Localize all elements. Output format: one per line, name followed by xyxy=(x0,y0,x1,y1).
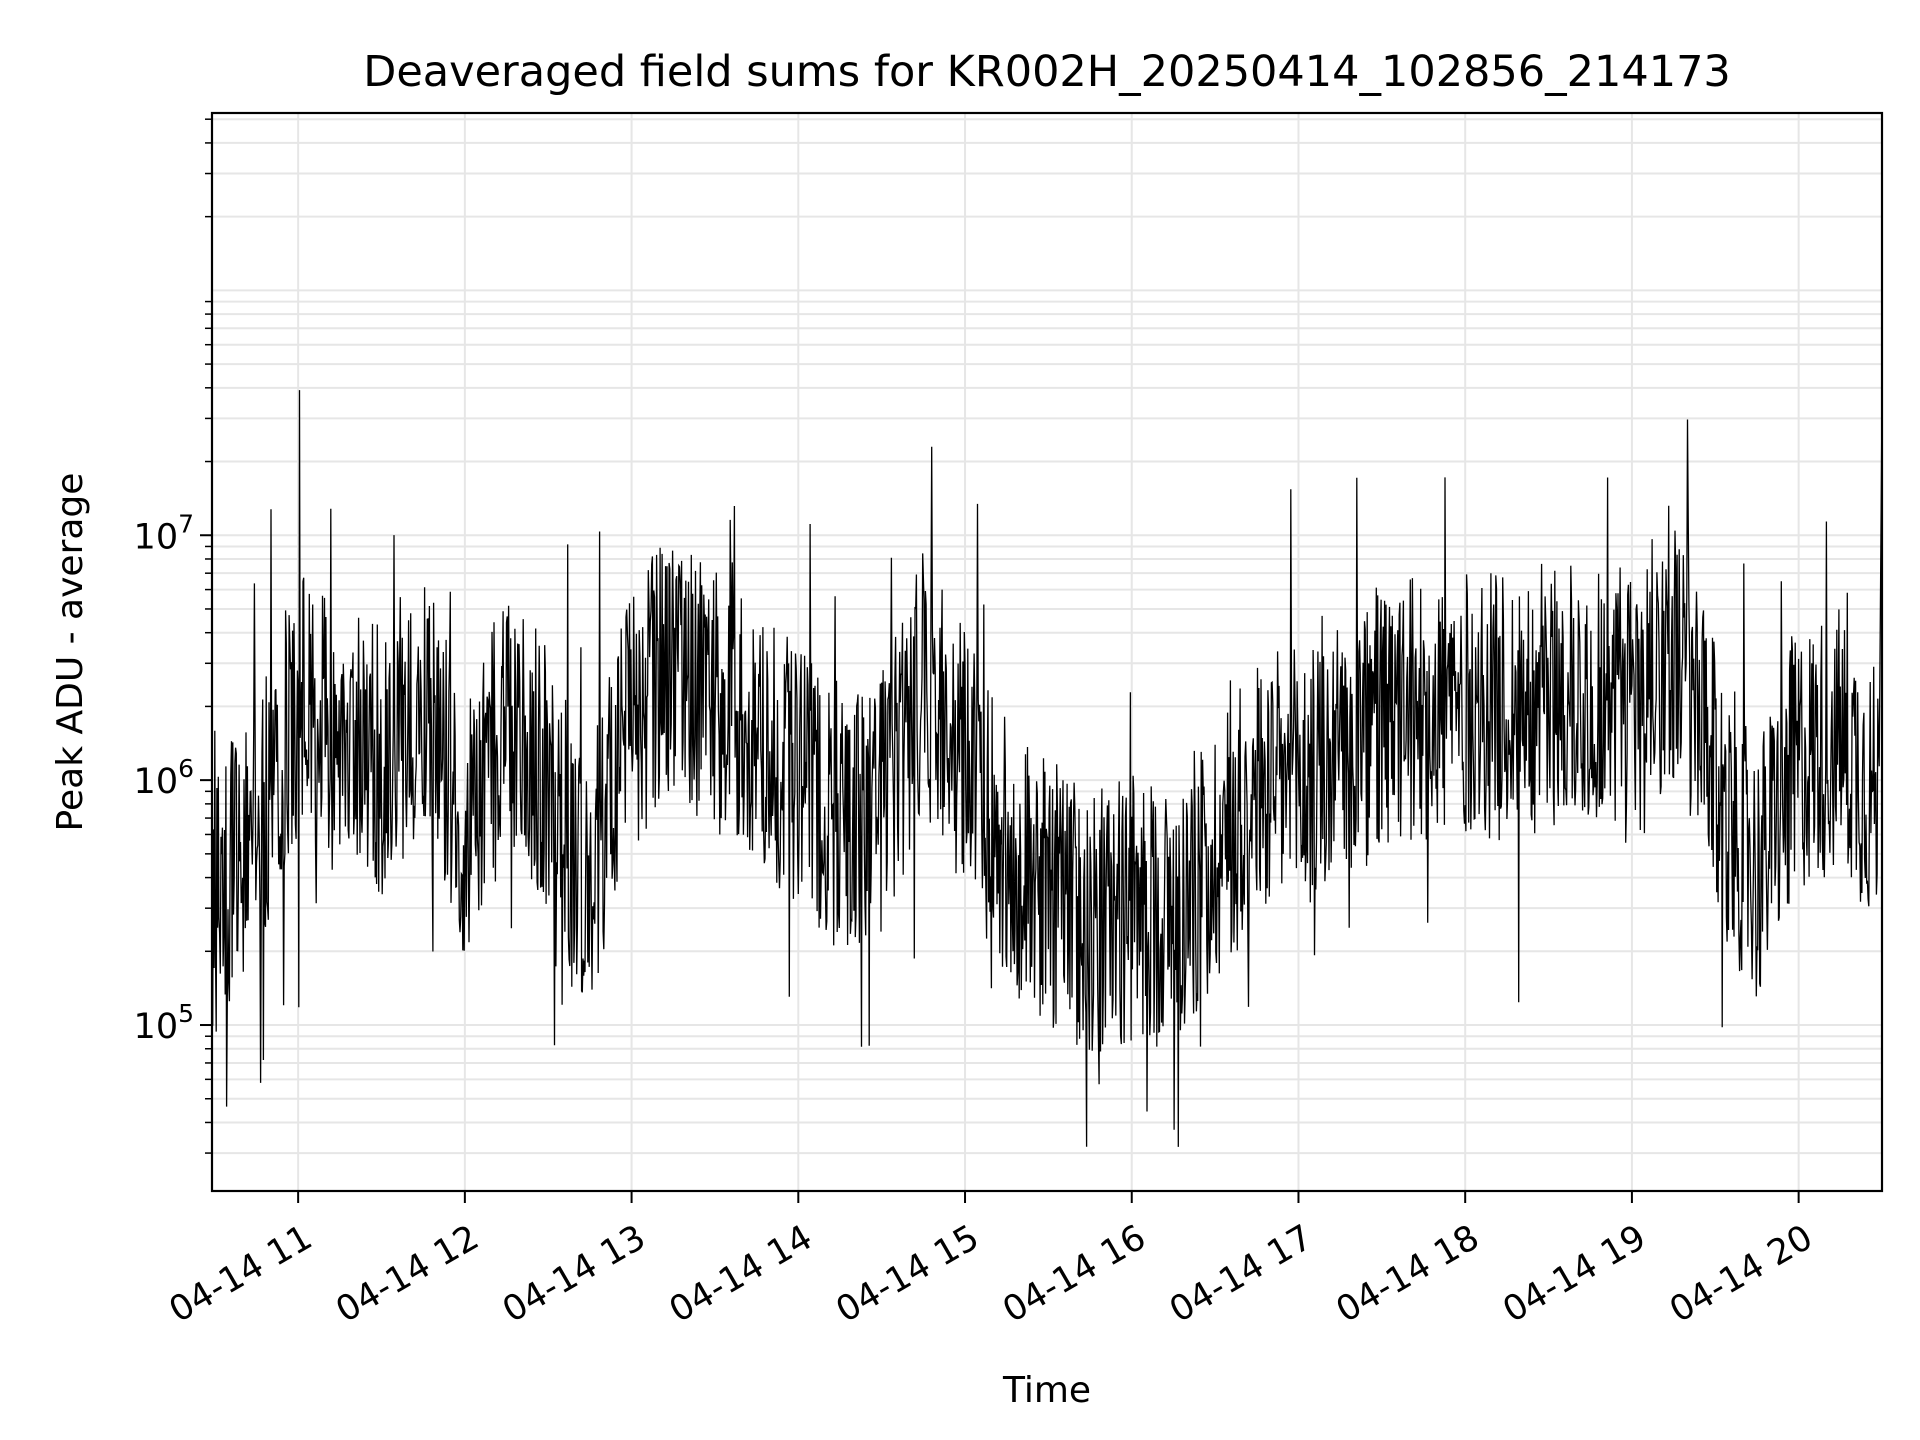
x-axis-title: Time xyxy=(1002,1370,1091,1411)
y-tick-label: 106 xyxy=(134,754,194,802)
series-trace xyxy=(211,390,1883,1147)
series-line xyxy=(211,390,1883,1147)
y-axis-ticks: 105 106 107 xyxy=(134,118,212,1154)
y-axis-title: Peak ADU - average xyxy=(50,473,91,832)
chart-title: Deaveraged field sums for KR002H_2025041… xyxy=(363,47,1731,97)
plot-frame xyxy=(210,111,1884,1193)
y-tick-label: 105 xyxy=(134,999,194,1047)
y-tick-label: 107 xyxy=(134,509,194,557)
